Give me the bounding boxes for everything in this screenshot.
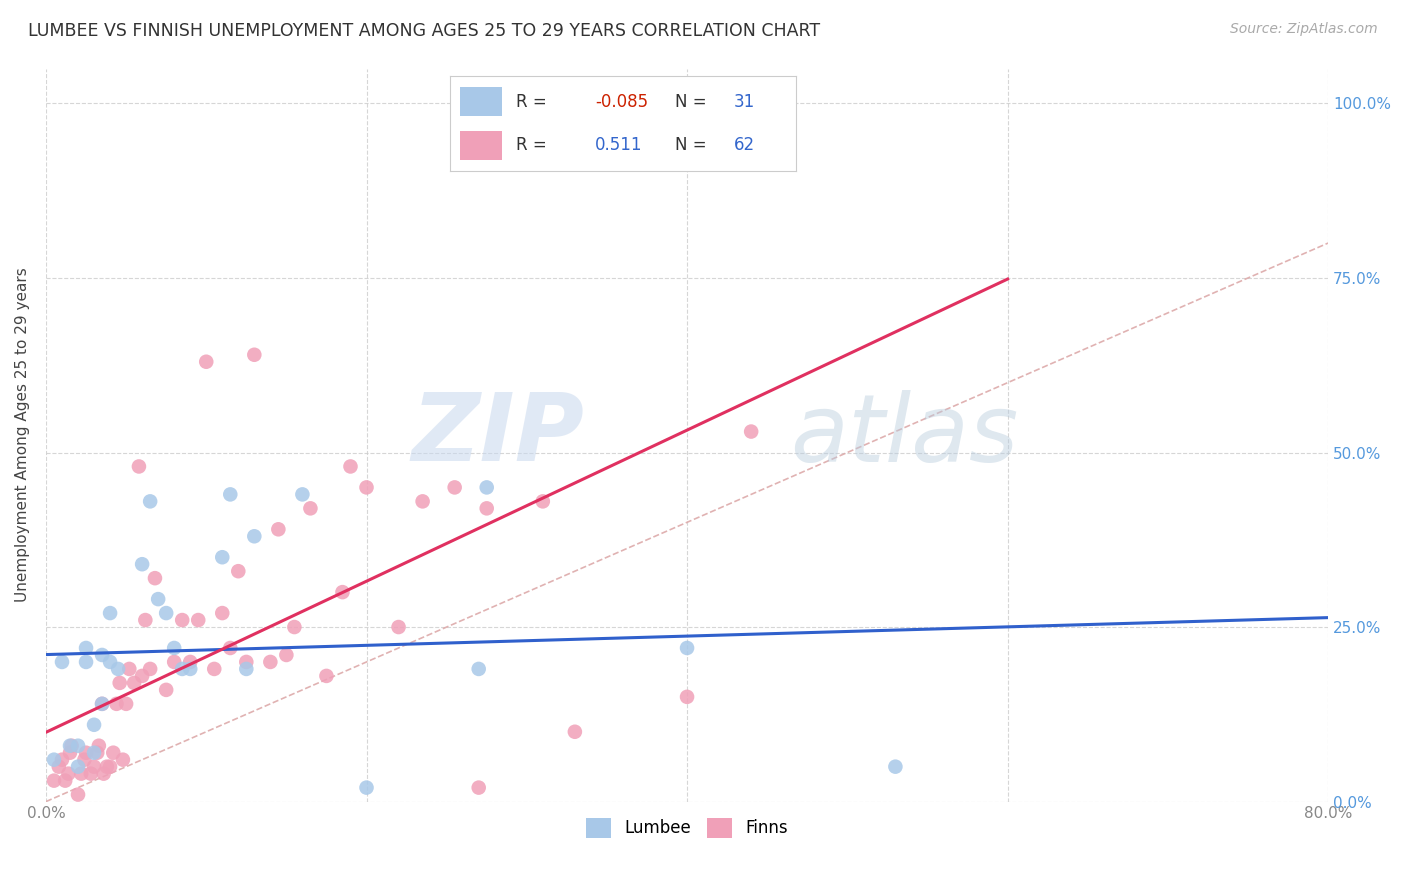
Point — [412, 494, 434, 508]
Point — [73, 753, 96, 767]
Point — [235, 655, 257, 669]
Point — [315, 669, 337, 683]
Point — [179, 662, 201, 676]
Y-axis label: Unemployment Among Ages 25 to 29 years: Unemployment Among Ages 25 to 29 years — [15, 268, 30, 602]
Point — [356, 780, 378, 795]
Point — [564, 724, 586, 739]
Point — [299, 501, 322, 516]
Point — [83, 759, 105, 773]
Text: LUMBEE VS FINNISH UNEMPLOYMENT AMONG AGES 25 TO 29 YEARS CORRELATION CHART: LUMBEE VS FINNISH UNEMPLOYMENT AMONG AGE… — [28, 22, 820, 40]
Point — [531, 494, 554, 508]
Point — [59, 739, 82, 753]
Point — [740, 425, 762, 439]
Point — [467, 780, 489, 795]
Text: Source: ZipAtlas.com: Source: ZipAtlas.com — [1230, 22, 1378, 37]
Point — [108, 676, 131, 690]
Point — [443, 480, 465, 494]
Point — [75, 655, 97, 669]
Point — [91, 697, 114, 711]
Point — [118, 662, 141, 676]
Point — [676, 690, 699, 704]
Point — [475, 480, 498, 494]
Legend: Lumbee, Finns: Lumbee, Finns — [579, 811, 794, 845]
Point — [211, 606, 233, 620]
Point — [676, 640, 699, 655]
Point — [103, 746, 125, 760]
Point — [195, 355, 218, 369]
Point — [53, 773, 76, 788]
Point — [42, 753, 65, 767]
Point — [83, 746, 105, 760]
Point — [80, 766, 103, 780]
Point — [134, 613, 156, 627]
Point — [66, 788, 89, 802]
Point — [98, 759, 121, 773]
Point — [131, 558, 153, 572]
Point — [146, 592, 169, 607]
Point — [98, 655, 121, 669]
Point — [131, 669, 153, 683]
Point — [42, 773, 65, 788]
Point — [163, 640, 186, 655]
Point — [91, 697, 114, 711]
Point — [467, 662, 489, 676]
Point — [243, 348, 266, 362]
Point — [75, 640, 97, 655]
Point — [243, 529, 266, 543]
Text: ZIP: ZIP — [412, 389, 585, 481]
Point — [75, 746, 97, 760]
Point — [70, 766, 93, 780]
Point — [884, 759, 907, 773]
Point — [105, 697, 128, 711]
Point — [356, 480, 378, 494]
Point — [475, 501, 498, 516]
Point — [87, 739, 110, 753]
Point — [58, 766, 80, 780]
Point — [155, 606, 177, 620]
Point — [48, 759, 70, 773]
Text: atlas: atlas — [790, 390, 1018, 481]
Point — [620, 96, 643, 111]
Point — [111, 753, 134, 767]
Point — [83, 718, 105, 732]
Point — [96, 759, 118, 773]
Point — [179, 655, 201, 669]
Point — [276, 648, 298, 662]
Point — [259, 655, 281, 669]
Point — [93, 766, 115, 780]
Point — [202, 662, 225, 676]
Point — [107, 662, 129, 676]
Point — [267, 522, 290, 536]
Point — [332, 585, 354, 599]
Point — [60, 739, 83, 753]
Point — [91, 648, 114, 662]
Point — [291, 487, 314, 501]
Point — [187, 613, 209, 627]
Point — [51, 753, 73, 767]
Point — [226, 564, 249, 578]
Point — [143, 571, 166, 585]
Point — [283, 620, 305, 634]
Point — [66, 759, 89, 773]
Point — [172, 613, 194, 627]
Point — [155, 682, 177, 697]
Point — [59, 746, 82, 760]
Point — [86, 746, 108, 760]
Point — [128, 459, 150, 474]
Point — [219, 487, 242, 501]
Point — [139, 494, 162, 508]
Point — [98, 606, 121, 620]
Point — [219, 640, 242, 655]
Point — [163, 655, 186, 669]
Point — [66, 739, 89, 753]
Point — [139, 662, 162, 676]
Point — [235, 662, 257, 676]
Point — [172, 662, 194, 676]
Point — [115, 697, 138, 711]
Point — [122, 676, 145, 690]
Point — [339, 459, 361, 474]
Point — [211, 550, 233, 565]
Point — [387, 620, 409, 634]
Point — [51, 655, 73, 669]
